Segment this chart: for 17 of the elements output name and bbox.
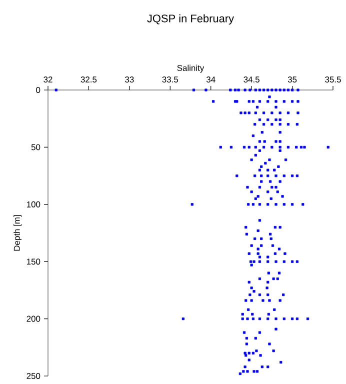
y-tick-label: 200 bbox=[26, 316, 40, 322]
x-tick-label: 32.5 bbox=[80, 76, 97, 82]
x-tick-label: 32 bbox=[44, 76, 52, 82]
y-axis-title: Depth [m] bbox=[14, 215, 22, 251]
x-tick-label: 35 bbox=[288, 76, 297, 82]
y-tick-label: 100 bbox=[26, 201, 40, 208]
y-tick-label: 150 bbox=[26, 258, 40, 265]
y-tick-label: 0 bbox=[36, 87, 40, 93]
chart-title: JQSP in February bbox=[147, 14, 234, 24]
y-tick-label: 50 bbox=[31, 144, 40, 150]
x-tick-label: 35.5 bbox=[325, 76, 341, 82]
x-tick-label: 34.5 bbox=[244, 76, 260, 82]
x-tick-label: 34 bbox=[206, 76, 216, 82]
x-tick-label: 33 bbox=[125, 76, 134, 82]
x-tick-label: 33.5 bbox=[162, 76, 178, 82]
x-axis-title: Salinity bbox=[177, 64, 204, 73]
y-tick-label: 250 bbox=[26, 373, 40, 379]
